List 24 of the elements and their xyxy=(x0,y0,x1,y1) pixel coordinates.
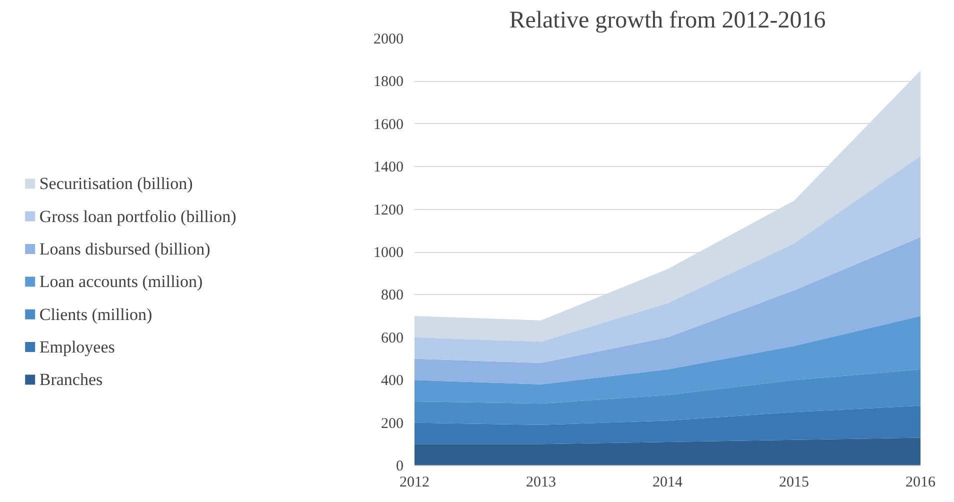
chart-title: Relative growth from 2012-2016 xyxy=(509,8,826,34)
legend-label: Securitisation (billion) xyxy=(39,174,193,194)
legend-label: Branches xyxy=(39,370,103,390)
x-tick-label: 2013 xyxy=(526,474,556,490)
y-tick-label: 2000 xyxy=(374,32,404,48)
y-tick-label: 1200 xyxy=(374,202,404,218)
y-tick-label: 0 xyxy=(396,458,404,474)
y-tick-label: 800 xyxy=(381,288,404,304)
x-tick-label: 2016 xyxy=(906,474,936,490)
legend-label: Loan accounts (million) xyxy=(39,272,203,292)
y-tick-label: 1000 xyxy=(374,245,404,261)
legend-label: Loans disbursed (billion) xyxy=(39,240,210,259)
y-tick-label: 1800 xyxy=(374,74,404,90)
y-tick-label: 600 xyxy=(381,330,404,346)
x-tick-label: 2015 xyxy=(779,474,809,490)
y-tick-label: 400 xyxy=(381,373,404,390)
y-tick-label: 1600 xyxy=(374,116,404,133)
x-tick-label: 2012 xyxy=(400,474,430,490)
legend-label: Gross loan portfolio (billion) xyxy=(39,206,236,226)
y-tick-label: 1400 xyxy=(374,160,404,176)
y-tick-label: 200 xyxy=(381,416,404,432)
x-tick-label: 2014 xyxy=(652,474,683,490)
legend-label: Clients (million) xyxy=(39,304,152,324)
legend-label: Employees xyxy=(39,338,115,357)
